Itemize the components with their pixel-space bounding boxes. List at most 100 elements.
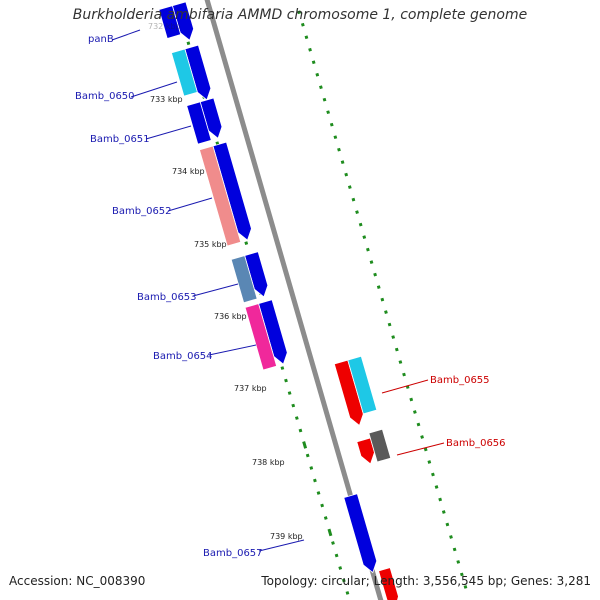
gene-bamb0655-strand [333,359,364,427]
gc-dash [334,553,339,558]
gc-dash [373,272,377,277]
gc-dash [309,466,314,470]
gene-bamb0655-cog [347,355,378,415]
gc-dash [369,260,374,264]
gc-dash [313,478,317,483]
gc-dash [302,441,308,449]
gene-next-strand [378,567,399,600]
gc-dash [327,528,333,537]
gc-dash [441,510,446,514]
gene-leader-line [167,197,213,212]
gene-leader-line [258,539,305,552]
gc-dash [431,472,435,477]
gc-dash [351,197,356,202]
gc-dash [316,491,321,495]
accession-label: Accession: NC_008390 [9,574,146,588]
gc-dash [347,185,352,190]
gene-leader-line [130,81,178,98]
gc-dash [380,297,385,302]
gc-dash [215,141,220,146]
gene-leader-line [396,442,445,456]
gc-dash [416,422,421,427]
gc-dash [315,72,320,77]
gene-bamb0650-cog [170,48,198,97]
gc-dash [186,41,191,46]
kbp-tick-label: 739 kbp [270,532,303,541]
gc-dash [438,497,443,502]
gc-dash [398,360,403,364]
gc-dash [355,210,359,214]
gene-leader-line [208,344,257,356]
gene-leader-line [192,283,239,297]
gc-dash [320,503,325,508]
genome-stats: Topology: circular; Length: 3,556,545 bp… [261,574,591,588]
kbp-tick-label: 733 kbp [150,95,183,104]
gc-dash [308,47,312,52]
gene-label: panB [88,34,114,45]
gc-dash [344,172,349,177]
gene-bamb0652-cog [199,145,242,247]
gene-bamb0657-strand [343,493,378,574]
kbp-tick-label: 736 kbp [214,312,247,321]
gc-dash [387,322,392,327]
kbp-tick-label: 735 kbp [194,240,227,249]
gene-labels: panB Bamb_0650 Bamb_0651 Bamb_0652 Bamb_0653… [75,29,506,559]
gc-dash [413,410,417,414]
gc-dash [284,378,288,383]
gc-dash [322,97,327,102]
gc-dash [297,10,302,15]
kbp-tick-label: 737 kbp [234,384,267,393]
gene-label: Bamb_0657 [203,548,263,559]
gc-dash [358,222,363,227]
gc-dash [394,347,399,352]
kbp-tick-label: 734 kbp [172,167,205,176]
gc-dash [423,447,428,452]
gc-dash [337,147,341,152]
gene-label: Bamb_0650 [75,91,135,102]
gc-dash [294,416,299,420]
gene-bamb0656-strand [356,437,375,465]
gene-label: Bamb_0656 [446,438,506,449]
gene-track [158,1,399,600]
gc-dash [449,535,453,539]
gc-dash [341,578,346,583]
gc-dash [291,403,296,408]
kbp-ticks: 732 kbp 733 kbp 734 kbp 735 kbp 736 kbp 737 k… [148,22,303,541]
gc-dash [287,391,292,395]
gc-dash [319,85,323,90]
map-title: Burkholderia ambifaria AMMD chromosome 1… [72,7,528,23]
gene-label: Bamb_0654 [153,351,213,362]
gc-dash [280,366,285,370]
gc-dash [362,235,367,239]
gc-dash [376,285,381,289]
gene-panB-cog [158,5,182,39]
gene-leader-line [111,29,141,41]
gc-dash [434,485,439,489]
gc-dash [333,135,338,140]
gc-dash [366,247,370,252]
gc-dash [300,22,305,27]
gene-bamb0656-cog [368,428,392,463]
gene-label: Bamb_0651 [90,134,150,145]
gene-leader-line [145,125,192,140]
gc-dash [452,547,457,552]
gc-dash [463,585,468,589]
gc-dash [340,160,345,165]
kbp-tick-label: 738 kbp [252,458,285,467]
gc-dash [345,591,350,595]
gene-label: Bamb_0655 [430,375,490,386]
gene-leader-line [381,379,429,394]
gc-dash [329,122,334,127]
gene-label: Bamb_0652 [112,206,172,217]
gc-dash [402,372,406,377]
gc-dash [326,110,330,115]
gc-dash [244,241,249,246]
gc-dash [298,428,303,433]
gc-dash [459,572,464,577]
gc-dash [331,541,335,545]
gc-dash [323,516,328,520]
gene-bamb0654-cog [244,303,278,371]
gene-bamb0651-cog [186,101,212,145]
gc-content-track [175,3,468,595]
